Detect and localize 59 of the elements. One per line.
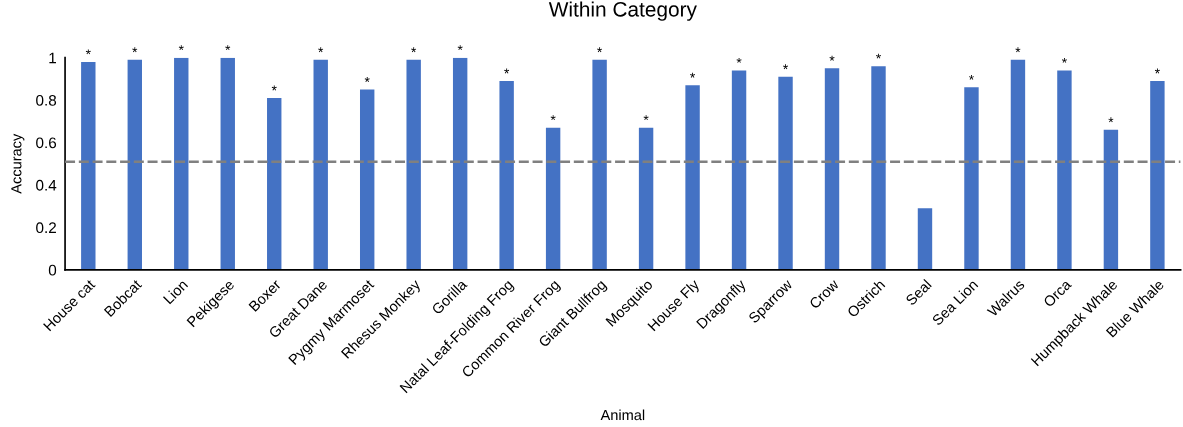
data-label: * <box>876 53 881 59</box>
chart-title: Within Category <box>548 1 697 21</box>
bar <box>1010 59 1026 270</box>
bar <box>1150 80 1165 270</box>
bar <box>1103 129 1119 270</box>
bar <box>685 85 700 270</box>
bar <box>127 59 142 270</box>
data-label: * <box>85 49 91 55</box>
bar <box>917 208 933 270</box>
data-label: * <box>968 74 974 80</box>
data-label: * <box>132 47 138 53</box>
data-label: * <box>829 55 835 61</box>
x-tick-label: Sea Lion <box>931 278 979 327</box>
bar <box>174 57 189 270</box>
data-label: * <box>1015 47 1021 53</box>
data-label: * <box>550 115 556 121</box>
data-label: * <box>411 47 417 53</box>
bar <box>778 76 793 270</box>
data-label: * <box>643 115 649 121</box>
bar <box>731 70 747 270</box>
data-label: * <box>318 47 324 53</box>
data-label: * <box>364 77 370 82</box>
bar <box>313 59 328 270</box>
bar <box>545 127 561 270</box>
bar <box>267 97 282 270</box>
data-label: * <box>736 57 742 63</box>
data-label: * <box>457 45 463 51</box>
bar <box>499 80 514 270</box>
y-tick-label: 0.4 <box>36 179 57 191</box>
x-axis-title: Animal <box>600 409 645 421</box>
y-tick-label: 0.6 <box>36 137 57 149</box>
x-tick-label: Lion <box>162 278 189 305</box>
y-tick-label: 0 <box>48 264 57 276</box>
data-label: * <box>783 64 789 70</box>
data-label: * <box>1061 57 1067 63</box>
bar <box>592 59 607 270</box>
y-tick-label: 0.8 <box>36 94 57 106</box>
bar <box>638 127 654 270</box>
bar <box>359 89 375 270</box>
bar <box>824 68 840 270</box>
bar <box>871 66 886 270</box>
bar <box>452 57 468 270</box>
bar <box>964 87 979 270</box>
bar <box>1057 70 1072 270</box>
data-label: * <box>504 68 510 74</box>
data-label: * <box>178 45 184 51</box>
bar <box>81 61 96 270</box>
data-label: * <box>1108 117 1114 123</box>
bar <box>406 59 421 270</box>
data-label: * <box>690 72 696 78</box>
y-tick-label: 0.2 <box>36 222 56 234</box>
y-axis-title: Accuracy <box>11 133 25 194</box>
data-label: * <box>1154 68 1160 74</box>
data-label: * <box>271 85 277 91</box>
data-label: * <box>225 45 231 51</box>
data-label: * <box>597 47 603 53</box>
y-tick-label: 1 <box>49 52 56 64</box>
bar <box>220 57 235 270</box>
x-tick-label: Orca <box>1042 278 1072 308</box>
